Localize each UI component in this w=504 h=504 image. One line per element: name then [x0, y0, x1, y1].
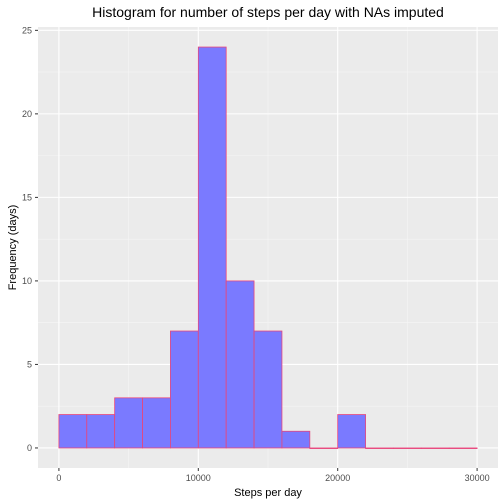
y-axis: 0 5 10 15 20 25 — [22, 25, 38, 453]
histogram-bar — [58, 414, 88, 449]
histogram-bar — [281, 430, 311, 449]
histogram-bar — [225, 280, 255, 449]
y-tick-label: 25 — [22, 25, 32, 35]
histogram-bars — [58, 46, 478, 449]
x-tick-label: 20000 — [325, 473, 350, 483]
histogram-bar — [420, 447, 450, 449]
y-axis-title: Frequency (days) — [7, 205, 19, 291]
histogram-bar — [365, 447, 394, 449]
histogram-bar — [86, 414, 116, 449]
histogram-bar — [448, 447, 478, 449]
histogram-bar — [393, 447, 422, 449]
y-tick-label: 0 — [27, 443, 32, 453]
y-tick-label: 15 — [22, 192, 32, 202]
x-axis: 0 10000 20000 30000 — [56, 468, 490, 483]
y-tick-label: 5 — [27, 359, 32, 369]
y-tick-label: 10 — [22, 276, 32, 286]
x-tick-label: 30000 — [465, 473, 490, 483]
histogram-bar — [337, 414, 366, 449]
x-tick-label: 0 — [56, 473, 61, 483]
histogram-bar — [253, 330, 283, 449]
minor-grid — [38, 27, 498, 468]
x-axis-title: Steps per day — [234, 487, 302, 499]
x-tick-label: 10000 — [186, 473, 211, 483]
histogram-bar — [170, 330, 199, 449]
chart-title: Histogram for number of steps per day wi… — [92, 4, 444, 20]
y-tick-label: 20 — [22, 109, 32, 119]
histogram-bar — [197, 46, 227, 449]
histogram-bar — [114, 397, 143, 449]
histogram-bar — [142, 397, 171, 449]
histogram-bar — [309, 447, 339, 449]
